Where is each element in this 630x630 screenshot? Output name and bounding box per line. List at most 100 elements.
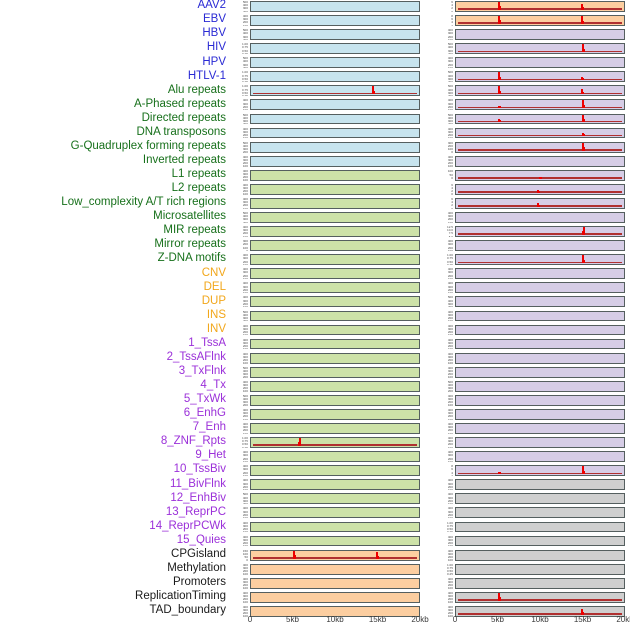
- track-right-hiv[interactable]: [455, 43, 625, 55]
- track-right-14-reprpcwk[interactable]: [455, 521, 625, 533]
- track-right-dup[interactable]: [455, 296, 625, 308]
- track-left-9-het[interactable]: [250, 451, 420, 463]
- track-right-hpv[interactable]: [455, 57, 625, 69]
- track-right-htlv-1[interactable]: [455, 71, 625, 83]
- track-left-14-reprpcwk[interactable]: [250, 521, 420, 533]
- track-left-mirror-repeats[interactable]: [250, 240, 420, 252]
- track-left-3-txflnk[interactable]: [250, 366, 420, 378]
- track-right-7-enh[interactable]: [455, 423, 625, 434]
- y-tick-label: 500: [242, 212, 248, 216]
- y-tick-label: 300: [447, 157, 453, 162]
- track-left-13-reprpc[interactable]: [250, 507, 420, 519]
- track-left-del[interactable]: [250, 282, 420, 294]
- track-right-promoters[interactable]: [455, 577, 625, 589]
- track-right-mir-repeats[interactable]: [455, 226, 625, 237]
- y-tick-label: 400: [447, 366, 453, 370]
- track-right-10-tssbiv[interactable]: [455, 465, 625, 477]
- track-left-12-enhbiv[interactable]: [250, 493, 420, 505]
- track-right-4-tx[interactable]: [455, 380, 625, 392]
- track-left-alu-repeats[interactable]: [250, 85, 420, 97]
- track-left-5-txwk[interactable]: [250, 394, 420, 406]
- track-left-l2-repeats[interactable]: [250, 183, 420, 195]
- track-left-directed-repeats[interactable]: [250, 113, 420, 125]
- track-left-tad-boundary[interactable]: [250, 605, 420, 617]
- y-tick-label: 100: [242, 262, 248, 266]
- track-right-replicationtiming[interactable]: [455, 591, 625, 603]
- track-right-del[interactable]: [455, 282, 625, 294]
- track-right-1-tssa[interactable]: [455, 338, 625, 350]
- track-left-dna-transposons[interactable]: [250, 127, 420, 139]
- track-right-8-znf-rpts[interactable]: [455, 437, 625, 448]
- track-left-g-quadruplex-forming-repeats[interactable]: [250, 141, 420, 153]
- track-right-tad-boundary[interactable]: [455, 605, 625, 617]
- track-right-3-txflnk[interactable]: [455, 366, 625, 378]
- y-tick-label: 400: [242, 155, 248, 159]
- y-tick-label: 300: [447, 608, 453, 613]
- track-left-promoters[interactable]: [250, 577, 420, 589]
- y-tick-label: 400: [447, 493, 453, 497]
- track-right-aav2[interactable]: [455, 1, 625, 12]
- track-right-11-bivflnk[interactable]: [455, 479, 625, 491]
- track-left-ebv[interactable]: [250, 15, 420, 26]
- track-right-ins[interactable]: [455, 310, 625, 322]
- track-right-microsatellites[interactable]: [455, 212, 625, 223]
- track-left-cpgisland[interactable]: [250, 549, 420, 561]
- track-right-dna-transposons[interactable]: [455, 127, 625, 139]
- track-right-mirror-repeats[interactable]: [455, 240, 625, 252]
- track-left-inv[interactable]: [250, 324, 420, 336]
- track-right-6-enhg[interactable]: [455, 408, 625, 420]
- track-left-7-enh[interactable]: [250, 423, 420, 434]
- track-right-13-reprpc[interactable]: [455, 507, 625, 519]
- track-right-directed-repeats[interactable]: [455, 113, 625, 125]
- track-left-htlv-1[interactable]: [250, 71, 420, 83]
- track-right-g-quadruplex-forming-repeats[interactable]: [455, 141, 625, 153]
- track-right-2-tssaflnk[interactable]: [455, 352, 625, 364]
- track-right-inv[interactable]: [455, 324, 625, 336]
- track-right-ebv[interactable]: [455, 15, 625, 26]
- track-left-15-quies[interactable]: [250, 535, 420, 547]
- track-left-hiv[interactable]: [250, 43, 420, 55]
- track-left-4-tx[interactable]: [250, 380, 420, 392]
- track-left-a-phased-repeats[interactable]: [250, 99, 420, 111]
- track-right-cnv[interactable]: [455, 268, 625, 280]
- track-right-5-txwk[interactable]: [455, 394, 625, 406]
- track-left-aav2[interactable]: [250, 1, 420, 12]
- track-right-12-enhbiv[interactable]: [455, 493, 625, 505]
- track-left-11-bivflnk[interactable]: [250, 479, 420, 491]
- track-left-1-tssa[interactable]: [250, 338, 420, 350]
- track-left-2-tssaflnk[interactable]: [250, 352, 420, 364]
- track-right-l2-repeats[interactable]: [455, 183, 625, 195]
- track-right-15-quies[interactable]: [455, 535, 625, 547]
- track-right-cpgisland[interactable]: [455, 549, 625, 561]
- track-left-cnv[interactable]: [250, 268, 420, 280]
- track-right-inverted-repeats[interactable]: [455, 155, 625, 167]
- track-right-9-het[interactable]: [455, 451, 625, 463]
- track-right-z-dna-motifs[interactable]: [455, 254, 625, 266]
- y-tick-label: 100: [242, 431, 248, 434]
- track-left-hbv[interactable]: [250, 29, 420, 40]
- track-left-6-enhg[interactable]: [250, 408, 420, 420]
- track-left-mir-repeats[interactable]: [250, 226, 420, 237]
- track-right-l1-repeats[interactable]: [455, 169, 625, 181]
- track-right-a-phased-repeats[interactable]: [455, 99, 625, 111]
- track-left-l1-repeats[interactable]: [250, 169, 420, 181]
- track-right-low-complexity-a-t-rich-regions[interactable]: [455, 197, 625, 209]
- track-left-10-tssbiv[interactable]: [250, 465, 420, 477]
- track-right-alu-repeats[interactable]: [455, 85, 625, 97]
- track-left-z-dna-motifs[interactable]: [250, 254, 420, 266]
- track-left-low-complexity-a-t-rich-regions[interactable]: [250, 197, 420, 209]
- y-tick-label: 400: [447, 535, 453, 539]
- track-left-ins[interactable]: [250, 310, 420, 322]
- track-left-dup[interactable]: [250, 296, 420, 308]
- track-left-replicationtiming[interactable]: [250, 591, 420, 603]
- track-left-microsatellites[interactable]: [250, 212, 420, 223]
- track-right-hbv[interactable]: [455, 29, 625, 40]
- track-left-inverted-repeats[interactable]: [250, 155, 420, 167]
- track-right-methylation[interactable]: [455, 563, 625, 575]
- track-baseline: [457, 78, 623, 81]
- track-left-8-znf-rpts[interactable]: [250, 437, 420, 448]
- track-left-methylation[interactable]: [250, 563, 420, 575]
- track-left-hpv[interactable]: [250, 57, 420, 69]
